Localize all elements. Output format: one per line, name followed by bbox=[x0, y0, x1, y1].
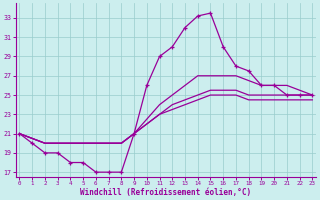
X-axis label: Windchill (Refroidissement éolien,°C): Windchill (Refroidissement éolien,°C) bbox=[80, 188, 252, 197]
